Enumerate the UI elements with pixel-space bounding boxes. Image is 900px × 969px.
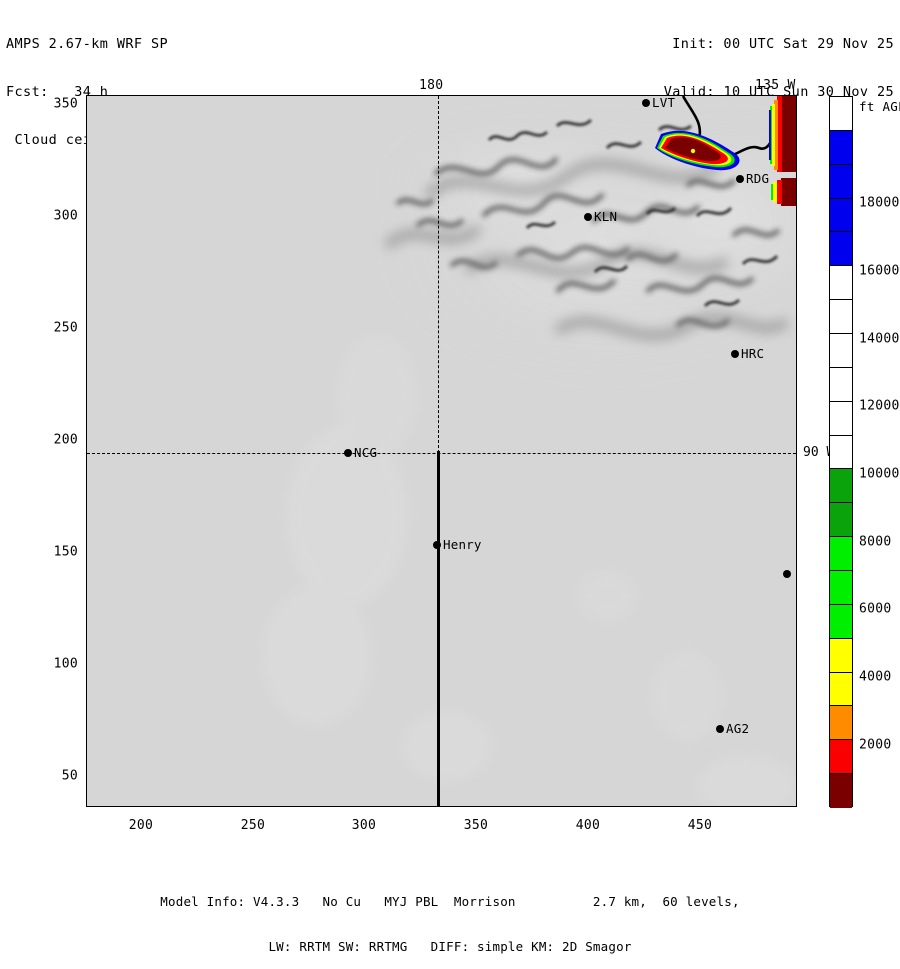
- x-tick-label: 400: [575, 818, 601, 833]
- colorbar-cell: [830, 232, 852, 267]
- model-title: AMPS 2.67-km WRF SP: [6, 36, 169, 52]
- colorbar-tick-label: 18000: [859, 195, 900, 211]
- station-dot: [783, 570, 791, 578]
- x-tick-label: 450: [687, 818, 713, 833]
- colorbar-cell: [830, 638, 852, 673]
- gridline-meridian-180-solid: [437, 451, 440, 806]
- station-dot: [344, 449, 352, 457]
- station-dot: [716, 725, 724, 733]
- low-ceiling-patch: [655, 130, 740, 171]
- station-label: LVT: [652, 95, 676, 110]
- colorbar-cell: [830, 537, 852, 571]
- y-tick-label: 300: [53, 208, 78, 224]
- station-dot: [584, 213, 592, 221]
- y-tick-label: 350: [53, 96, 78, 112]
- colorbar-tick-label: 4000: [859, 669, 892, 685]
- cloud-ceiling-field: [87, 96, 796, 806]
- colorbar-cell: [830, 469, 852, 504]
- y-tick-label: 50: [61, 768, 78, 784]
- colorbar-units-label: ft AGL: [859, 99, 900, 114]
- colorbar-cell: [830, 300, 852, 334]
- colorbar-tick-label: 2000: [859, 737, 892, 753]
- x-tick-label: 250: [240, 818, 266, 833]
- model-info-line1: Model Info: V4.3.3 No Cu MYJ PBL Morriso…: [160, 894, 740, 909]
- colorbar-cell: [830, 740, 852, 775]
- colorbar-cell: [830, 367, 852, 402]
- colorbar-cell: [830, 774, 852, 808]
- colorbar-cell: [830, 198, 852, 233]
- colorbar-cell: [830, 401, 852, 436]
- station-dot: [433, 541, 441, 549]
- colorbar-cell: [830, 435, 852, 470]
- station-label: RDG: [746, 171, 770, 186]
- colorbar-tick-label: 10000: [859, 466, 900, 482]
- east-edge-low-ceiling: [769, 96, 796, 206]
- colorbar-cell: [830, 571, 852, 605]
- colorbar-tick-label: 6000: [859, 601, 892, 617]
- colorbar[interactable]: [829, 96, 853, 808]
- top-longitude-label-135w: 135 W: [755, 78, 796, 93]
- colorbar-cell: [830, 266, 852, 301]
- colorbar-cell: [830, 97, 852, 131]
- station-label: KLN: [594, 209, 618, 224]
- colorbar-cell: [830, 503, 852, 538]
- x-tick-label: 300: [351, 818, 377, 833]
- gridline-parallel-90w: [87, 453, 796, 454]
- colorbar-tick-label: 8000: [859, 534, 892, 550]
- station-label: AG2: [726, 721, 750, 736]
- footer: Model Info: V4.3.3 No Cu MYJ PBL Morriso…: [0, 864, 900, 969]
- colorbar-tick-label: 16000: [859, 263, 900, 279]
- station-dot: [642, 99, 650, 107]
- colorbar-cell: [830, 130, 852, 165]
- station-dot: [736, 175, 744, 183]
- colorbar-tick-label: 12000: [859, 398, 900, 414]
- station-label: NCG: [354, 445, 378, 460]
- colorbar-cell: [830, 334, 852, 368]
- x-tick-label: 350: [463, 818, 489, 833]
- colorbar-cell: [830, 706, 852, 741]
- init-time: Init: 00 UTC Sat 29 Nov 25: [672, 36, 894, 52]
- map-plot-area[interactable]: LVT RDG KLN HRC NCG Henry AG2: [86, 95, 797, 807]
- station-label: Henry: [443, 537, 482, 552]
- top-longitude-label-180: 180: [419, 78, 444, 93]
- map-field: [87, 96, 796, 806]
- colorbar-cell: [830, 604, 852, 639]
- gridline-meridian-180-dashed: [438, 96, 439, 453]
- y-tick-label: 200: [53, 432, 78, 448]
- y-tick-label: 100: [53, 656, 78, 672]
- y-tick-label: 250: [53, 320, 78, 336]
- station-dot: [731, 350, 739, 358]
- station-label: HRC: [741, 346, 765, 361]
- x-tick-label: 200: [128, 818, 154, 833]
- y-tick-label: 150: [53, 544, 78, 560]
- model-info-line2: LW: RRTM SW: RRTMG DIFF: simple KM: 2D S…: [268, 939, 632, 954]
- colorbar-tick-label: 14000: [859, 331, 900, 347]
- colorbar-cell: [830, 164, 852, 199]
- colorbar-cell: [830, 672, 852, 707]
